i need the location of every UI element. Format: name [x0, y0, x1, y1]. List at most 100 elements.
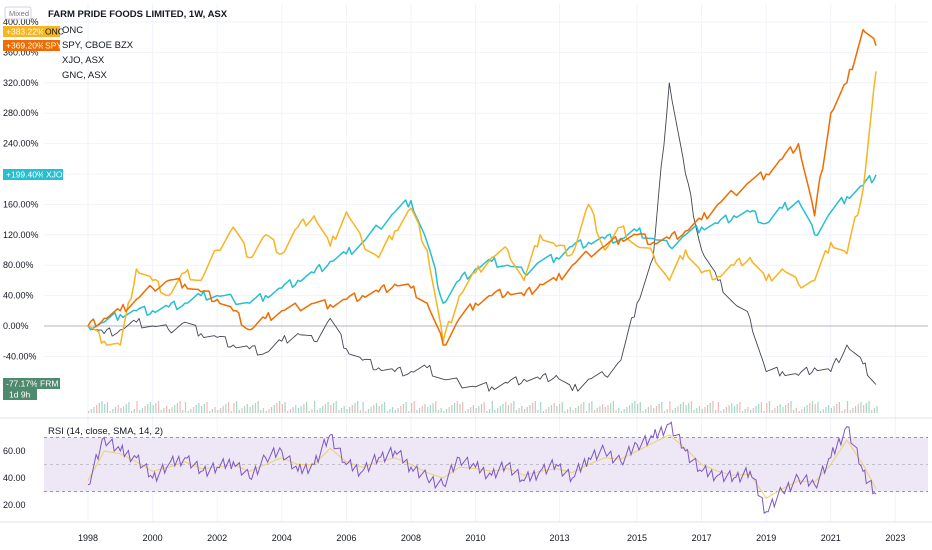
volume-bar — [817, 402, 819, 413]
volume-bar — [451, 405, 453, 413]
volume-bar — [795, 408, 797, 413]
volume-bar — [128, 402, 130, 413]
volume-bar — [507, 405, 510, 413]
volume-bar — [569, 407, 571, 413]
legend-item-xjo[interactable]: XJO, ASX — [62, 55, 105, 66]
volume-bar — [416, 410, 418, 413]
volume-bar — [768, 401, 771, 413]
volume-bar — [225, 404, 227, 413]
series-line-xjo[interactable] — [87, 174, 877, 331]
frm-time-badge — [3, 389, 37, 400]
volume-bar — [402, 404, 405, 413]
volume-bar — [246, 404, 248, 413]
volume-bar — [98, 403, 100, 413]
volume-bar — [863, 405, 865, 413]
volume-bar — [443, 411, 445, 413]
volume-bar — [109, 411, 111, 413]
volume-bar — [136, 401, 138, 413]
volume-bar — [400, 406, 402, 413]
volume-bar — [427, 407, 429, 413]
volume-bar — [464, 411, 466, 413]
frm-value-badge — [3, 378, 37, 389]
volume-bar — [209, 411, 211, 413]
volume-bar — [580, 404, 582, 413]
volume-bar — [314, 401, 316, 413]
rsi-pane[interactable]: 60.00 40.00 20.00 RSI (14, close, SMA, 14,… — [3, 421, 928, 515]
volume-bar — [133, 409, 135, 413]
frm-name-text: FRM — [40, 379, 58, 389]
volume-bar — [483, 402, 485, 413]
y-tick-label: -40.00% — [3, 351, 37, 361]
volume-bar — [760, 402, 762, 413]
volume-bar — [661, 402, 663, 413]
series-line-spy[interactable] — [87, 28, 877, 346]
volume-bar — [112, 409, 114, 413]
x-tick-label: 2010 — [466, 533, 486, 543]
volume-bar — [677, 406, 679, 413]
volume-bar — [249, 407, 251, 413]
scale-mode-button[interactable] — [4, 6, 32, 20]
volume-bar — [583, 402, 585, 413]
volume-bar — [529, 405, 531, 413]
volume-bar — [631, 403, 633, 413]
y-tick-label: 240.00% — [3, 139, 39, 149]
main-price-pane[interactable]: 400.00%360.00%320.00%280.00%240.00%200.0… — [3, 4, 928, 522]
volume-bar — [626, 407, 628, 413]
volume-bar — [852, 408, 854, 413]
volume-bar — [849, 410, 851, 413]
x-axis[interactable]: 1998 2000 2002 2004 2006 2008 2010 2013 2015 2017… — [78, 533, 905, 543]
volume-bar — [642, 411, 644, 413]
volume-bar — [384, 402, 386, 413]
volume-bar — [548, 407, 550, 413]
rsi-y-tick-label: 20.00 — [3, 500, 26, 510]
volume-bar — [217, 410, 219, 413]
volume-bar — [545, 409, 547, 413]
volume-bar — [316, 410, 318, 413]
volume-bar — [537, 410, 539, 413]
volume-bar — [448, 407, 450, 413]
volume-bar — [340, 408, 343, 413]
volume-bar — [685, 405, 687, 413]
volume-bar — [704, 407, 706, 413]
volume-bar — [793, 410, 795, 413]
volume-bar — [776, 406, 779, 413]
rsi-line-rsi[interactable] — [87, 421, 877, 515]
series-line-frm[interactable] — [87, 82, 877, 392]
volume-bar — [653, 408, 655, 413]
volume-bar — [723, 409, 725, 413]
volume-bar — [405, 402, 407, 413]
legend-item-onc[interactable]: ONC — [62, 25, 83, 36]
volume-bar — [440, 408, 442, 413]
volume-bar — [486, 411, 488, 413]
volume-bar — [203, 404, 205, 413]
volume-bar — [90, 409, 92, 413]
volume-bar — [96, 405, 98, 413]
volume-bar — [480, 404, 483, 413]
series-line-onc[interactable] — [87, 71, 877, 346]
volume-bar — [117, 405, 119, 413]
volume-bar — [421, 406, 423, 413]
volume-bar — [871, 410, 873, 413]
volume-bar — [505, 402, 507, 413]
volume-bar — [658, 404, 660, 413]
legend-item-spy[interactable]: SPY, CBOE BZX — [62, 40, 134, 51]
spy-name-text: SPY — [45, 41, 62, 51]
volume-bar — [532, 403, 534, 413]
volume-bar — [437, 410, 440, 413]
legend[interactable]: ONC SPY, CBOE BZX XJO, ASX GNC, ASX — [62, 25, 134, 81]
volume-bar — [260, 410, 262, 413]
volume-bar — [690, 401, 693, 413]
volume-bar — [567, 409, 569, 413]
volume-bar — [806, 405, 808, 413]
volume-bar — [518, 408, 520, 413]
frm-value-text: -77.17% — [6, 379, 38, 389]
volume-bar — [830, 408, 832, 413]
volume-bar — [825, 407, 827, 413]
volume-bar — [698, 406, 701, 413]
volume-bar — [693, 410, 695, 413]
x-tick-label: 2000 — [143, 533, 163, 543]
volume-bar — [114, 407, 117, 413]
volume-bar — [157, 401, 160, 413]
legend-item-gnc[interactable]: GNC, ASX — [62, 70, 108, 81]
rsi-y-tick-label: 60.00 — [3, 446, 26, 456]
